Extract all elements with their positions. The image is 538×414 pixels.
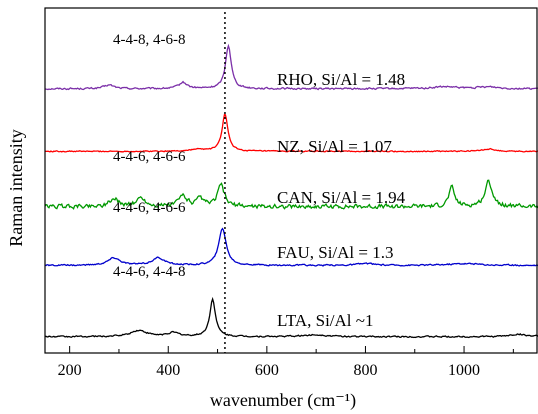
series-name-label: RHO, Si/Al = 1.48 (277, 70, 405, 89)
series-name-label: FAU, Si/Al = 1.3 (277, 243, 394, 262)
plot-frame (44, 7, 538, 354)
series-annotation: 4-4-8, 4-6-8 (113, 32, 185, 48)
x-tick-label: 600 (255, 362, 279, 379)
series-layer (44, 43, 538, 339)
series-name-label: CAN, Si/Al = 1.94 (277, 188, 406, 207)
series-line (44, 296, 538, 339)
x-tick-label: 200 (58, 362, 82, 379)
series-line (44, 43, 538, 91)
x-tick-label: 1000 (448, 362, 480, 379)
series-name-label: NZ, Si/Al = 1.07 (277, 137, 392, 156)
x-tick-label: 800 (353, 362, 377, 379)
series-annotation: 4-4-6, 4-6-6 (113, 200, 186, 216)
series-name-label: LTA, Si/Al ~1 (277, 311, 373, 330)
x-tick-label: 400 (156, 362, 180, 379)
series-annotation: 4-4-6, 4-6-6 (113, 149, 186, 165)
series-line (44, 113, 538, 153)
x-axis-ticks: 200 400 600 800 1000 (58, 346, 514, 379)
series-labels: RHO, Si/Al = 1.48 4-4-8, 4-6-8 NZ, Si/Al =… (113, 32, 406, 330)
x-axis-label: wavenumber (cm⁻¹) (210, 390, 356, 411)
series-line (44, 179, 538, 210)
y-axis-label: Raman intensity (6, 129, 26, 246)
series-annotation: 4-4-6, 4-4-8 (113, 264, 185, 280)
series-line (44, 227, 538, 267)
